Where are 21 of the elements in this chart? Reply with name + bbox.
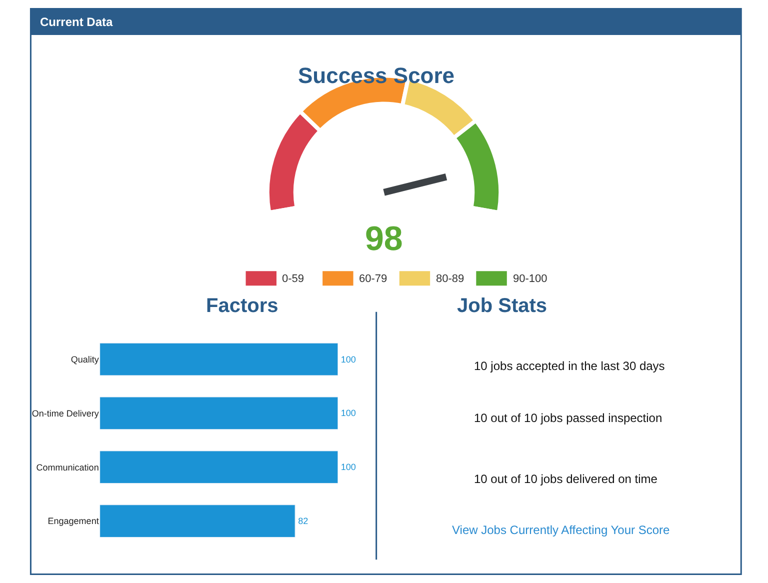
- text: 10 jobs accepted in the last 30 days: [474, 359, 665, 373]
- data-label: 82: [298, 516, 308, 526]
- legend-label: 0-59: [282, 273, 304, 285]
- y-tick-label: Communication: [36, 462, 99, 472]
- y-tick-label: Quality: [70, 354, 100, 364]
- text: View Jobs Currently Affecting Your Score: [452, 523, 670, 537]
- text: 10 out of 10 jobs delivered on time: [474, 472, 658, 486]
- text: 98: [365, 220, 403, 258]
- legend-label: 80-89: [436, 273, 464, 285]
- text: Current Data: [40, 15, 114, 29]
- data-label: 100: [340, 354, 356, 364]
- text: 10 out of 10 jobs passed inspection: [474, 411, 662, 425]
- text: Job Stats: [457, 295, 548, 317]
- legend-label: 60-79: [359, 273, 388, 285]
- data-label: 100: [340, 462, 356, 472]
- chart-title: Success Score: [298, 63, 455, 88]
- y-tick-label: Engagement: [48, 516, 100, 526]
- legend-label: 90-100: [513, 273, 548, 285]
- y-tick-label: On-time Delivery: [32, 408, 100, 418]
- data-label: 100: [340, 408, 356, 418]
- chart-title: Factors: [206, 295, 278, 317]
